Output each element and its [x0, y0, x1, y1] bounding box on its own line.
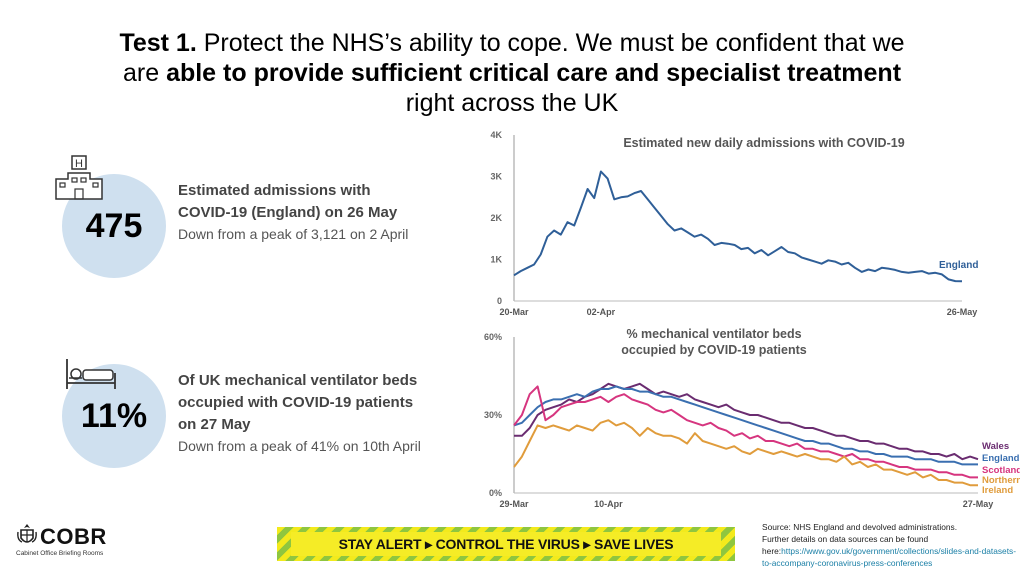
- series-line-england: [513, 385, 978, 466]
- hospital-bed-icon: [66, 359, 116, 389]
- series-label-scotland: Scotland: [982, 465, 1020, 476]
- source-line1: Source: NHS England and devolved adminis…: [762, 522, 958, 532]
- series-label-wales: Wales: [982, 441, 1009, 452]
- source-prefix: here:: [762, 546, 782, 556]
- x-tick-label: 29-Mar: [499, 499, 529, 509]
- series-label-northern-ireland-2: Ireland: [982, 485, 1013, 496]
- series-line-scotland: [513, 385, 978, 479]
- series-label-england: England: [982, 453, 1020, 464]
- banner-text: STAY ALERT ▸ CONTROL THE VIRUS ▸ SAVE LI…: [338, 535, 674, 552]
- source-link[interactable]: https://www.gov.uk/government/collection…: [762, 546, 1017, 568]
- x-tick-label: 26-May: [947, 307, 978, 317]
- title-test-label: Test 1.: [119, 29, 197, 57]
- series-line-england: [513, 170, 963, 283]
- hospital-icon: H: [55, 155, 103, 200]
- x-tick-label: 02-Apr: [587, 307, 616, 317]
- y-tick-label: 0%: [489, 488, 502, 498]
- chart-title-line1: % mechanical ventilator beds: [626, 327, 801, 341]
- y-tick-label: 2K: [490, 213, 502, 223]
- chart-title: Estimated new daily admissions with COVI…: [623, 136, 904, 150]
- x-tick-label: 20-Mar: [499, 307, 529, 317]
- admissions-stat-line2: COVID-19 (England) on 26 May: [178, 204, 398, 221]
- y-tick-label: 0: [497, 296, 502, 306]
- title-text-2: right across the UK: [405, 89, 619, 117]
- ventilator-stat-value: 11%: [80, 396, 148, 435]
- admissions-chart: Estimated new daily admissions with COVI…: [490, 130, 978, 317]
- ventilator-stat-circle: 11%: [62, 364, 166, 468]
- y-tick-label: 60%: [484, 332, 502, 342]
- series-line-wales: [514, 382, 979, 461]
- source-note: Source: NHS England and devolved adminis…: [762, 521, 1020, 569]
- svg-text:H: H: [75, 158, 83, 170]
- y-tick-label: 1K: [490, 255, 502, 265]
- admissions-stat-line1: Estimated admissions with: [178, 182, 371, 199]
- ventilator-stat-line3: on 27 May: [178, 416, 251, 433]
- ventilator-stat-line1: Of UK mechanical ventilator beds: [178, 372, 418, 389]
- series-label-england: England: [939, 260, 978, 271]
- y-tick-label: 4K: [490, 130, 502, 140]
- logo-subtext: Cabinet Office Briefing Rooms: [16, 550, 104, 557]
- stay-alert-banner: STAY ALERT ▸ CONTROL THE VIRUS ▸ SAVE LI…: [277, 527, 735, 561]
- series-label-northern-ireland-1: Northern: [982, 475, 1020, 486]
- ventilator-stat-line2: occupied with COVID-19 patients: [178, 394, 414, 411]
- series-line-northern-ireland: [513, 419, 978, 487]
- x-tick-label: 27-May: [963, 499, 994, 509]
- ventilator-stat-sub: Down from a peak of 41% on 10th April: [178, 438, 421, 454]
- admissions-stat-sub: Down from a peak of 3,121 on 2 April: [178, 226, 409, 242]
- y-tick-label: 30%: [484, 410, 502, 420]
- page-title: Test 1. Protect the NHS’s ability to cop…: [100, 28, 924, 118]
- chart-title-line2: occupied by COVID-19 patients: [621, 343, 807, 357]
- admissions-stat-value: 475: [85, 206, 143, 245]
- title-emphasis: able to provide sufficient critical care…: [166, 59, 902, 87]
- source-line2: Further details on data sources can be f…: [762, 534, 929, 544]
- royal-crest-icon: [17, 524, 37, 543]
- admissions-stat-text: Estimated admissions with COVID-19 (Engl…: [178, 180, 408, 244]
- title-text-1: Protect the NHS’s ability to cope. We mu…: [122, 29, 905, 87]
- x-tick-label: 10-Apr: [594, 499, 623, 509]
- y-tick-label: 3K: [490, 172, 502, 182]
- logo-text: COBR: [40, 524, 107, 549]
- ventilator-chart: % mechanical ventilator beds occupied by…: [484, 327, 1020, 509]
- ventilator-stat-text: Of UK mechanical ventilator beds occupie…: [178, 370, 421, 456]
